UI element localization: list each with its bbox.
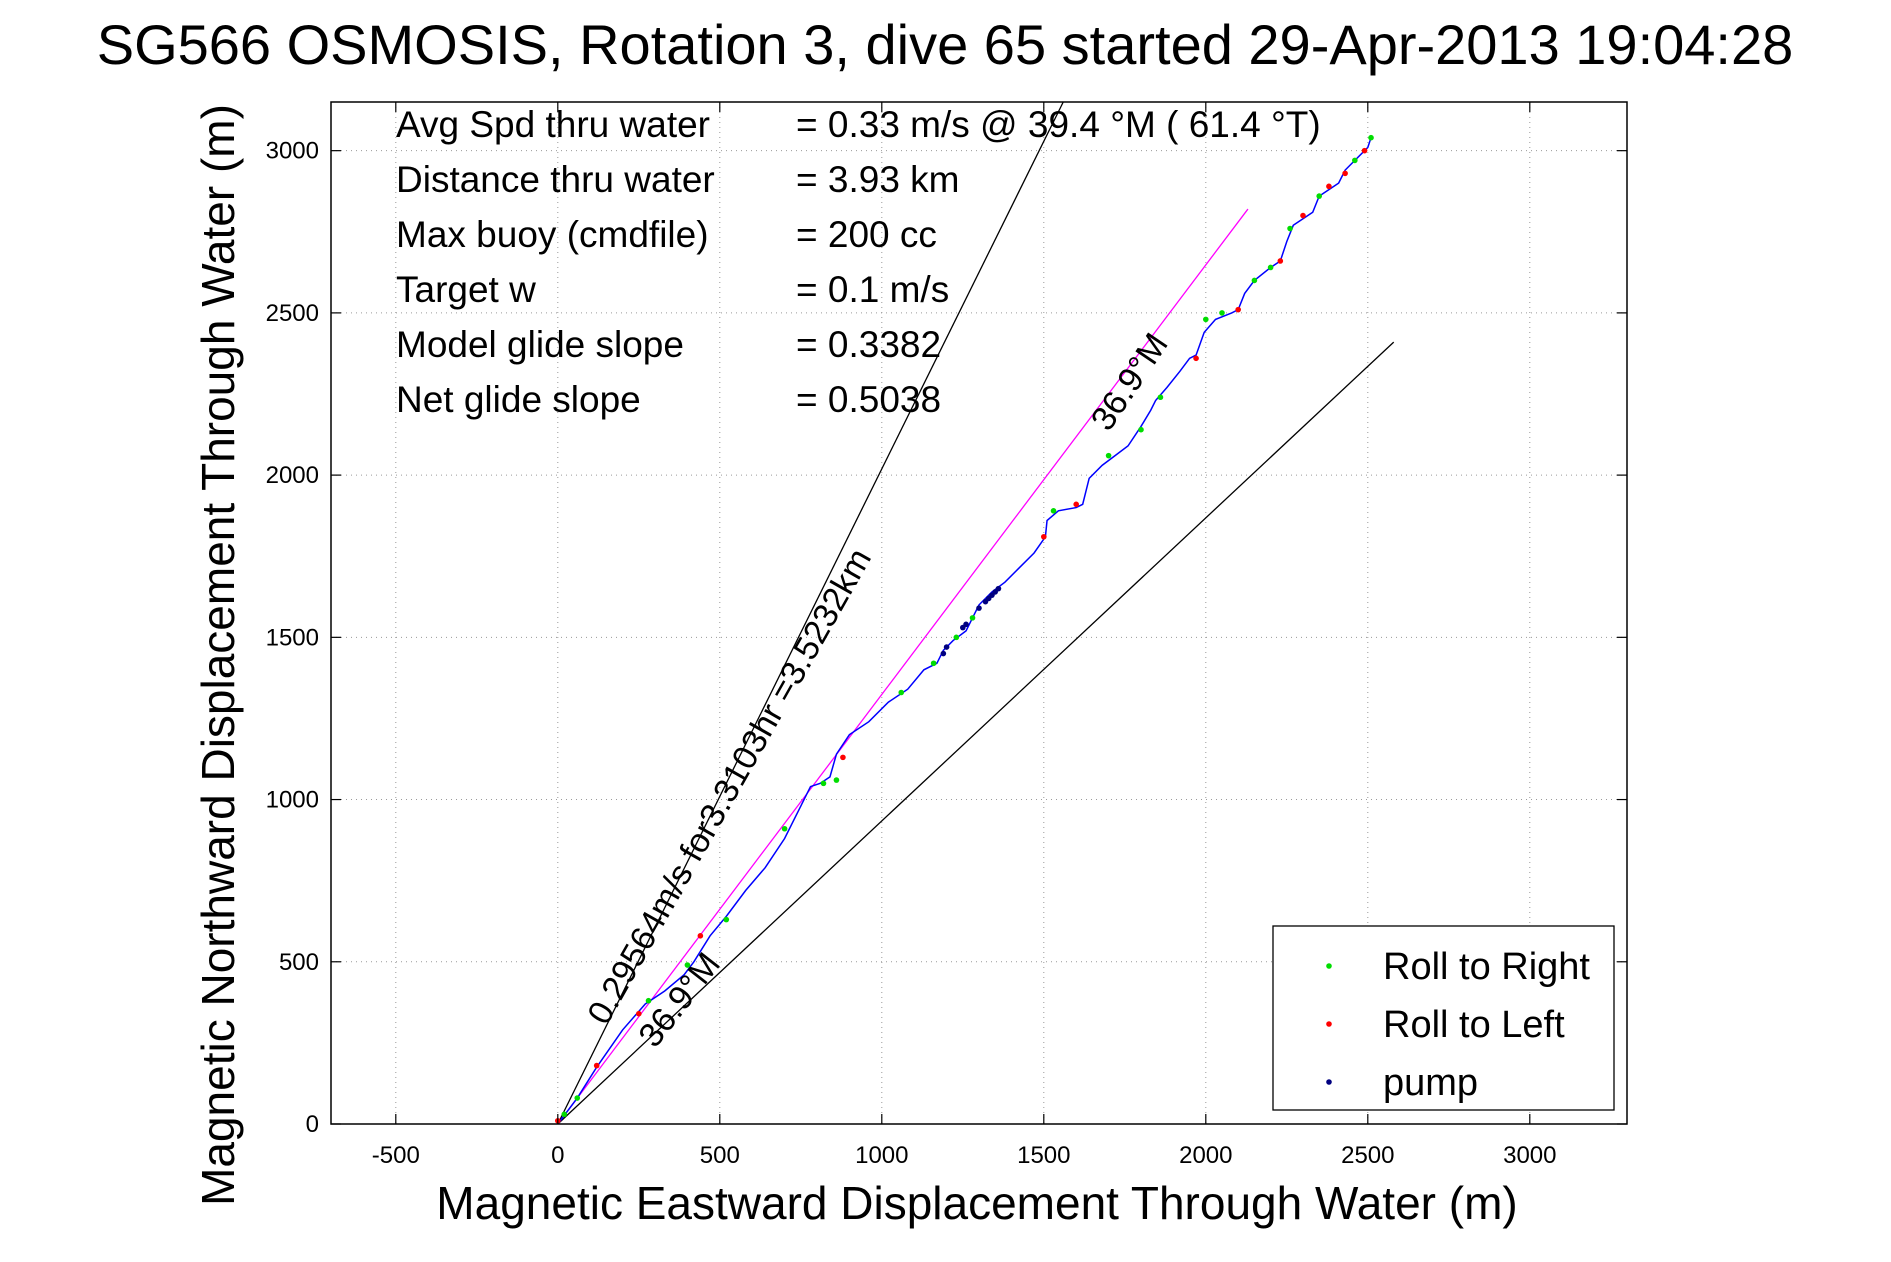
legend-label: Roll to Left — [1383, 1004, 1565, 1046]
x-tick-label: 500 — [700, 1142, 740, 1169]
x-axis-label: Magnetic Eastward Displacement Through W… — [436, 1177, 1517, 1229]
y-tick-label: 2000 — [266, 462, 319, 489]
data-point — [963, 621, 969, 628]
data-point — [574, 1095, 581, 1101]
data-point — [1316, 193, 1322, 199]
y-tick-label: 2500 — [266, 300, 319, 327]
info-value: = 0.33 m/s @ 39.4 °M ( 61.4 °T) — [796, 104, 1321, 145]
x-tick-label: 2000 — [1179, 1142, 1232, 1169]
data-point — [969, 615, 976, 621]
info-value: = 200 cc — [796, 214, 937, 255]
reference-line — [557, 208, 1249, 1125]
x-tick-label: 1000 — [855, 1142, 908, 1169]
y-tick-label: 0 — [306, 1111, 319, 1138]
x-tick-label: 3000 — [1503, 1142, 1556, 1169]
data-point — [1342, 170, 1348, 177]
data-point — [1267, 264, 1274, 271]
x-tick-label: 1500 — [1017, 1142, 1070, 1169]
data-point — [1300, 212, 1306, 219]
annotation-label: 0.29564m/s for3.3103hr =3.5232km — [580, 542, 879, 1030]
info-label: Target w — [396, 269, 536, 310]
data-point — [1203, 316, 1209, 323]
annotation-label: 36.9°M — [1084, 327, 1176, 438]
reference-line — [557, 341, 1395, 1125]
info-value: = 0.5038 — [796, 379, 941, 420]
data-point — [684, 962, 691, 968]
reference-lines — [557, 101, 1395, 1125]
annotations: 0.29564m/s for3.3103hr =3.5232km36.9°M36… — [580, 327, 1175, 1055]
info-label: Distance thru water — [396, 159, 715, 200]
info-value: = 0.1 m/s — [796, 269, 949, 310]
y-tick-label: 1500 — [266, 624, 319, 651]
data-point — [645, 997, 652, 1004]
chart-title: SG566 OSMOSIS, Rotation 3, dive 65 start… — [97, 13, 1794, 76]
data-point — [1219, 310, 1225, 316]
data-point — [636, 1010, 642, 1017]
y-axis-label: Magnetic Northward Displacement Through … — [192, 104, 244, 1206]
data-point — [1041, 533, 1047, 540]
data-point — [697, 933, 704, 939]
info-label: Avg Spd thru water — [396, 104, 710, 145]
data-point — [840, 754, 846, 761]
data-point — [1352, 157, 1358, 164]
legend: Roll to Right Roll to Left pump — [1272, 925, 1615, 1111]
y-tick-label: 3000 — [266, 138, 319, 165]
data-point — [1138, 426, 1144, 433]
data-point — [898, 689, 905, 696]
data-point — [561, 1111, 568, 1118]
legend-marker — [1326, 1021, 1332, 1027]
legend-label: pump — [1383, 1062, 1478, 1104]
legend-marker — [1326, 963, 1332, 969]
info-label: Model glide slope — [396, 324, 684, 365]
info-label: Max buoy (cmdfile) — [396, 214, 709, 255]
data-point — [593, 1062, 600, 1069]
info-value: = 3.93 km — [796, 159, 960, 200]
data-point — [1105, 452, 1112, 459]
axis-ticks: -500 0 500 1000 1500 2000 2500 3000 0 500 1000 1500… — [266, 102, 1627, 1169]
y-tick-label: 1000 — [266, 787, 319, 814]
legend-label: Roll to Right — [1383, 946, 1590, 988]
x-tick-label: 2500 — [1341, 1142, 1394, 1169]
data-point — [1251, 277, 1258, 284]
info-value: = 0.3382 — [796, 324, 941, 365]
y-tick-label: 500 — [279, 949, 319, 976]
data-point — [1368, 134, 1374, 141]
data-point — [953, 634, 960, 641]
data-point — [781, 825, 788, 832]
data-point — [1193, 355, 1199, 362]
data-point — [1157, 394, 1164, 401]
data-point — [1326, 183, 1332, 190]
data-point — [1073, 501, 1079, 508]
data-point — [1235, 306, 1241, 313]
data-point — [1361, 147, 1368, 154]
data-point — [995, 585, 1002, 592]
data-point — [1277, 258, 1284, 264]
data-point — [1287, 225, 1293, 232]
data-point — [833, 777, 840, 783]
data-point — [820, 780, 827, 787]
data-point — [930, 660, 937, 667]
x-tick-label: 0 — [551, 1142, 564, 1169]
data-point — [1050, 508, 1057, 514]
data-points — [555, 134, 1374, 1124]
data-point — [976, 605, 982, 611]
info-label: Net glide slope — [396, 379, 641, 420]
data-point — [943, 644, 950, 650]
legend-marker — [1326, 1079, 1332, 1085]
info-box: Avg Spd thru water = 0.33 m/s @ 39.4 °M (… — [396, 104, 1321, 420]
data-point — [723, 916, 730, 923]
reference-line — [557, 101, 1064, 1125]
plot-area-frame — [330, 101, 1628, 1125]
data-point — [940, 650, 947, 657]
x-tick-label: -500 — [372, 1142, 420, 1169]
